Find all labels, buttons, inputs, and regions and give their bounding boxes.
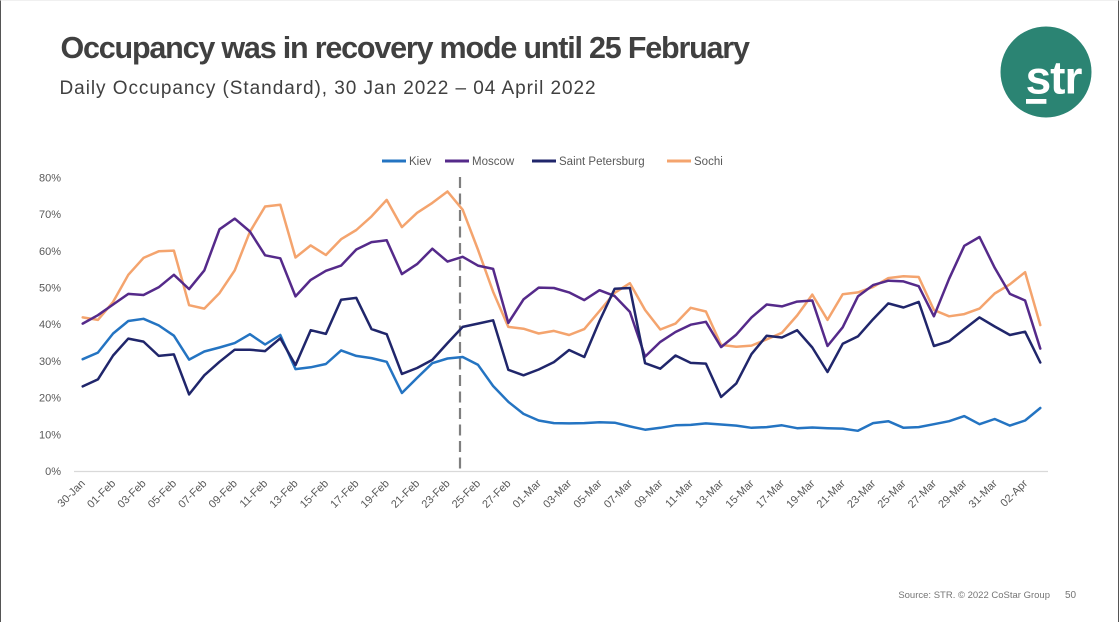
svg-text:31-Mar: 31-Mar xyxy=(967,477,1000,510)
svg-text:20%: 20% xyxy=(39,393,61,405)
svg-text:50%: 50% xyxy=(39,283,61,295)
svg-text:80%: 80% xyxy=(39,172,61,184)
svg-text:13-Feb: 13-Feb xyxy=(267,478,300,511)
svg-text:19-Feb: 19-Feb xyxy=(359,478,392,511)
svg-text:40%: 40% xyxy=(39,319,61,331)
svg-text:17-Feb: 17-Feb xyxy=(328,478,361,511)
svg-text:11-Feb: 11-Feb xyxy=(238,478,271,511)
svg-text:70%: 70% xyxy=(39,209,61,221)
svg-text:13-Mar: 13-Mar xyxy=(693,477,726,510)
svg-text:23-Mar: 23-Mar xyxy=(845,477,878,510)
svg-text:0%: 0% xyxy=(45,466,61,478)
svg-text:21-Mar: 21-Mar xyxy=(815,477,848,510)
svg-text:30-Jan: 30-Jan xyxy=(56,478,88,510)
svg-text:11-Mar: 11-Mar xyxy=(663,477,696,510)
svg-text:19-Mar: 19-Mar xyxy=(784,477,817,510)
svg-text:25-Mar: 25-Mar xyxy=(875,477,908,510)
svg-text:21-Feb: 21-Feb xyxy=(389,478,422,511)
svg-text:60%: 60% xyxy=(39,246,61,258)
svg-text:Saint Petersburg: Saint Petersburg xyxy=(559,156,645,168)
svg-text:07-Mar: 07-Mar xyxy=(602,477,635,510)
svg-text:27-Mar: 27-Mar xyxy=(906,477,939,510)
svg-text:01-Feb: 01-Feb xyxy=(85,478,118,511)
svg-text:02-Apr: 02-Apr xyxy=(998,477,1030,509)
svg-text:29-Mar: 29-Mar xyxy=(936,477,969,510)
svg-text:23-Feb: 23-Feb xyxy=(419,478,452,511)
svg-text:Kiev: Kiev xyxy=(409,156,432,168)
svg-text:03-Mar: 03-Mar xyxy=(541,477,574,510)
svg-text:05-Feb: 05-Feb xyxy=(146,478,179,511)
svg-text:27-Feb: 27-Feb xyxy=(480,478,513,511)
svg-text:09-Mar: 09-Mar xyxy=(632,477,665,510)
svg-text:07-Feb: 07-Feb xyxy=(176,478,209,511)
svg-text:30%: 30% xyxy=(39,356,61,368)
svg-text:09-Feb: 09-Feb xyxy=(207,478,240,511)
svg-text:15-Mar: 15-Mar xyxy=(723,477,756,510)
svg-text:25-Feb: 25-Feb xyxy=(450,478,483,511)
svg-text:str: str xyxy=(1026,52,1083,104)
svg-text:10%: 10% xyxy=(39,429,61,441)
svg-text:05-Mar: 05-Mar xyxy=(571,477,604,510)
svg-text:15-Feb: 15-Feb xyxy=(298,478,331,511)
svg-text:17-Mar: 17-Mar xyxy=(754,477,787,510)
svg-text:Moscow: Moscow xyxy=(472,156,515,168)
svg-text:03-Feb: 03-Feb xyxy=(115,478,148,511)
svg-text:Sochi: Sochi xyxy=(694,156,723,168)
svg-text:01-Mar: 01-Mar xyxy=(511,477,544,510)
